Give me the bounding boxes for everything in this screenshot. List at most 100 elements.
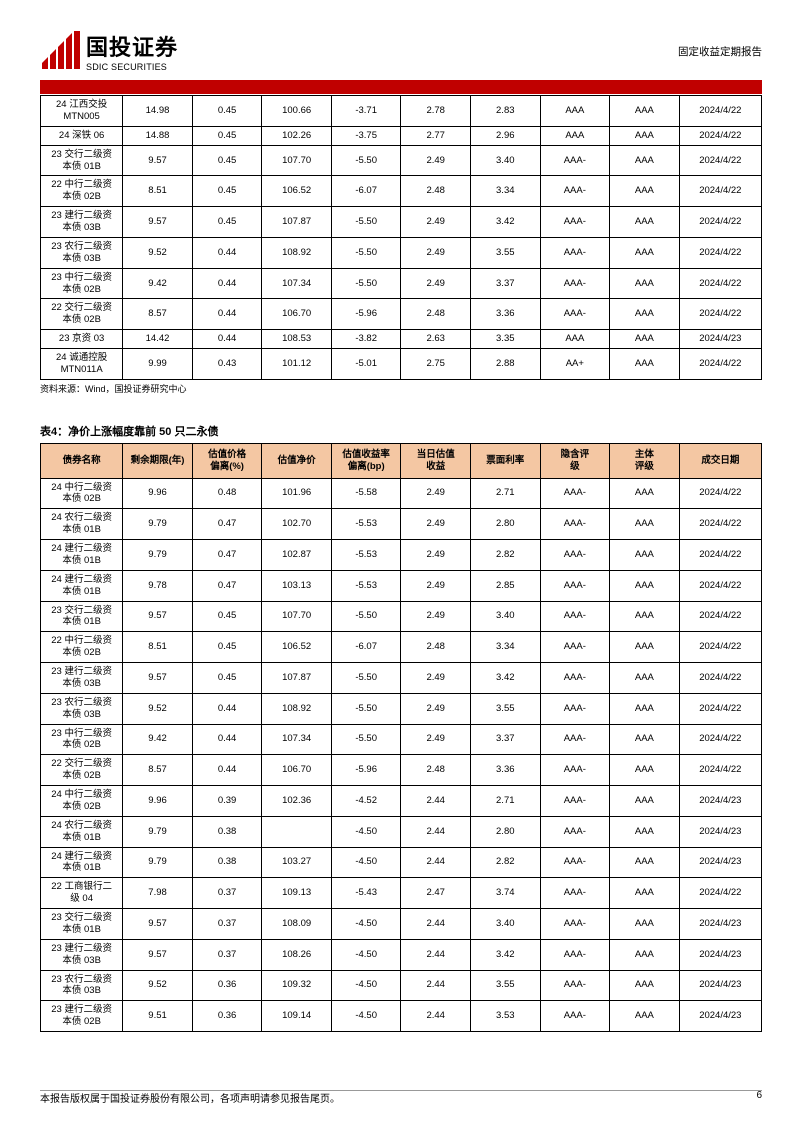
table-cell: 108.26 (262, 939, 332, 970)
table-row: 24 中行二级资本债 02B9.960.48101.96-5.582.492.7… (41, 478, 762, 509)
table-cell: AAA (610, 878, 680, 909)
table-cell: 2.80 (471, 816, 541, 847)
table-cell: AAA (610, 299, 680, 330)
table-cell: AA+ (540, 349, 610, 380)
table-cell: 0.36 (192, 1001, 262, 1032)
table-cell: 0.45 (192, 96, 262, 127)
table-cell: 0.45 (192, 176, 262, 207)
table-cell: 24 建行二级资本债 01B (41, 570, 123, 601)
table-cell: 2.82 (471, 540, 541, 571)
table-cell: 2.47 (401, 878, 471, 909)
table-cell: AAA- (540, 816, 610, 847)
table-cell: -5.43 (331, 878, 401, 909)
table-cell: 2.49 (401, 693, 471, 724)
table-cell: -5.53 (331, 509, 401, 540)
page-footer: 本报告版权属于国投证券股份有限公司，各项声明请参见报告尾页。 6 (40, 1090, 762, 1105)
table-cell: 9.79 (123, 540, 193, 571)
table-2: 债券名称剩余期限(年)估值价格偏离(%)估值净价估值收益率偏离(bp)当日估值收… (40, 443, 762, 1032)
table-cell: 0.37 (192, 909, 262, 940)
table-cell: -5.96 (331, 755, 401, 786)
table-cell: 3.42 (471, 939, 541, 970)
table-cell: 100.66 (262, 96, 332, 127)
column-header: 当日估值收益 (401, 443, 471, 478)
table-row: 23 建行二级资本债 03B9.570.45107.87-5.502.493.4… (41, 663, 762, 694)
table-cell: AAA- (540, 939, 610, 970)
table-cell: AAA (610, 478, 680, 509)
table-cell: 108.53 (262, 330, 332, 349)
table-cell: 2024/4/22 (679, 601, 761, 632)
table-cell: 24 江西交投MTN005 (41, 96, 123, 127)
table-cell: 0.39 (192, 786, 262, 817)
table-cell: 8.57 (123, 755, 193, 786)
table-cell: AAA- (540, 847, 610, 878)
table-cell: 2.49 (401, 268, 471, 299)
table-cell: 2024/4/23 (679, 847, 761, 878)
table-cell: AAA- (540, 207, 610, 238)
table-cell: 9.79 (123, 816, 193, 847)
table-cell: 2024/4/23 (679, 909, 761, 940)
table-cell: 0.37 (192, 939, 262, 970)
table-cell: 14.42 (123, 330, 193, 349)
table-cell: 0.45 (192, 601, 262, 632)
table-row: 24 深铁 0614.880.45102.26-3.752.772.96AAAA… (41, 126, 762, 145)
table-cell: 9.96 (123, 786, 193, 817)
table-cell: 22 交行二级资本债 02B (41, 299, 123, 330)
column-header: 剩余期限(年) (123, 443, 193, 478)
table-cell: 2.80 (471, 509, 541, 540)
table-cell: 22 工商银行二级 04 (41, 878, 123, 909)
table-cell: 0.44 (192, 299, 262, 330)
table-cell: AAA- (540, 268, 610, 299)
table-cell: 23 中行二级资本债 02B (41, 724, 123, 755)
table-row: 23 农行二级资本债 03B9.520.44108.92-5.502.493.5… (41, 693, 762, 724)
table-cell: 0.45 (192, 632, 262, 663)
table-cell: -5.53 (331, 570, 401, 601)
table-cell: 2.75 (401, 349, 471, 380)
table-cell: -5.50 (331, 601, 401, 632)
table-cell: 0.36 (192, 970, 262, 1001)
table-cell: AAA- (540, 601, 610, 632)
table-cell: -4.50 (331, 1001, 401, 1032)
table-cell: AAA (610, 207, 680, 238)
table-row: 24 建行二级资本债 01B9.790.47102.87-5.532.492.8… (41, 540, 762, 571)
table-cell: -5.50 (331, 724, 401, 755)
table-cell: 102.70 (262, 509, 332, 540)
table-cell: -5.50 (331, 145, 401, 176)
table-cell: 9.57 (123, 145, 193, 176)
table-cell: 107.34 (262, 268, 332, 299)
table-row: 23 中行二级资本债 02B9.420.44107.34-5.502.493.3… (41, 268, 762, 299)
table-cell: 3.36 (471, 299, 541, 330)
table-cell: 2024/4/22 (679, 570, 761, 601)
table-cell: 9.79 (123, 847, 193, 878)
table-cell: 2024/4/23 (679, 816, 761, 847)
table-cell: 3.53 (471, 1001, 541, 1032)
column-header: 债券名称 (41, 443, 123, 478)
table-cell: 2024/4/22 (679, 540, 761, 571)
table-cell: AAA (610, 176, 680, 207)
table-cell: AAA (610, 126, 680, 145)
table-cell: 8.51 (123, 176, 193, 207)
table-cell: 2024/4/23 (679, 786, 761, 817)
column-header: 主体评级 (610, 443, 680, 478)
table-cell: 3.42 (471, 663, 541, 694)
table-cell: -4.50 (331, 816, 401, 847)
table-cell: AAA (610, 786, 680, 817)
column-header: 估值收益率偏离(bp) (331, 443, 401, 478)
table-cell: 2.44 (401, 909, 471, 940)
table-cell: AAA (610, 268, 680, 299)
table-cell: 106.52 (262, 632, 332, 663)
table-cell: 9.52 (123, 970, 193, 1001)
table-cell: 2024/4/22 (679, 176, 761, 207)
table-cell: 9.96 (123, 478, 193, 509)
table-cell: 2024/4/22 (679, 755, 761, 786)
column-header: 隐含评级 (540, 443, 610, 478)
table-cell: 107.34 (262, 724, 332, 755)
table-cell: 2.49 (401, 478, 471, 509)
table-cell: -5.50 (331, 237, 401, 268)
table-cell: 2024/4/22 (679, 663, 761, 694)
table-cell: 8.51 (123, 632, 193, 663)
table-cell: AAA- (540, 1001, 610, 1032)
table-cell: 9.42 (123, 724, 193, 755)
table-cell: 109.32 (262, 970, 332, 1001)
table-cell: -6.07 (331, 632, 401, 663)
table-cell: 3.55 (471, 970, 541, 1001)
